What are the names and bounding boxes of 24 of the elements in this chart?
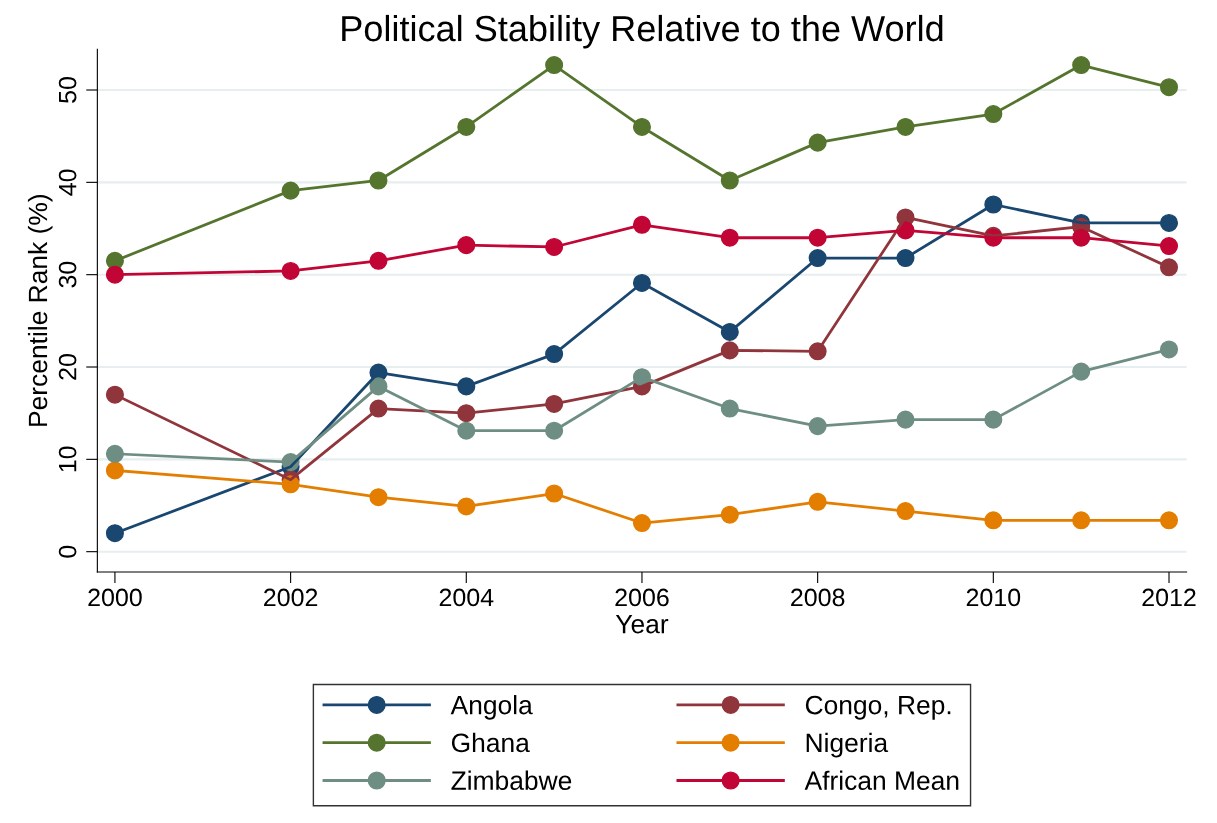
y-tick-label: 0 [58,545,77,558]
legend-label: Nigeria [806,732,889,758]
y-tick-label: 50 [58,77,77,103]
legend-label: Angola [450,695,533,720]
legend-label: African Mean [804,770,959,790]
y-tick-label: 10 [58,446,77,472]
x-tick-label: 2010 [966,588,1021,607]
legend-label: Ghana [451,732,530,753]
x-tick-label: 2012 [1142,588,1196,607]
x-tick-label: 2004 [439,588,494,607]
x-tick-label: 2006 [615,588,669,607]
point [1159,237,1179,256]
y-axis-title: Percentile Rank (%) [27,194,53,426]
chart-title: Political Stability Relative to the World [342,14,943,49]
legend-label: Zimbabwe [451,770,572,790]
point [1159,213,1179,232]
x-tick-label: 2000 [88,588,142,607]
y-tick-label: 30 [58,261,77,288]
x-tick-label: 2008 [791,588,845,607]
y-tick-label: 20 [58,354,77,380]
y-tick-label: 40 [58,169,77,196]
x-axis-title: Year [615,615,669,634]
x-tick-label: 2002 [264,588,318,607]
legend-label: Congo, Rep. [805,695,951,720]
